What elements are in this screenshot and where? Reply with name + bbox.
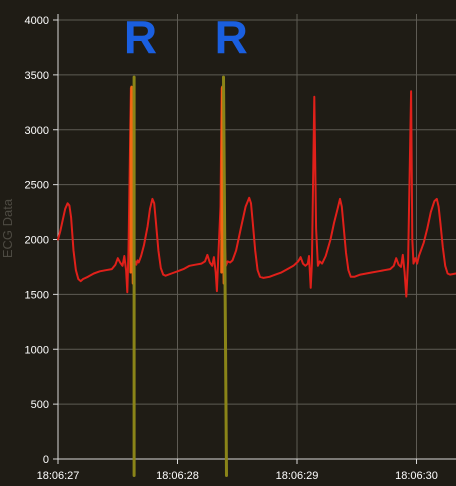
x-tick-label: 18:06:30 (395, 470, 438, 482)
x-tick-label: 18:06:29 (276, 470, 319, 482)
series-line-1 (129, 85, 135, 285)
r-annotation: R (124, 11, 157, 63)
x-tick-label: 18:06:28 (156, 470, 199, 482)
y-tick-labels: 0 500 1000 1500 2000 2500 3000 3500 4000 (25, 15, 49, 466)
y-tick-label: 1500 (25, 289, 49, 301)
x-tick-labels: 18:06:27 18:06:28 18:06:29 18:06:30 (37, 470, 438, 482)
y-tick-label: 500 (31, 399, 49, 411)
y-tick-label: 3000 (25, 125, 49, 137)
y-axis-label: ECG Data (0, 198, 15, 258)
series-group (57, 75, 456, 477)
y-tick-label: 4000 (25, 15, 49, 27)
y-tick-label: 2000 (25, 235, 49, 247)
x-tick-label: 18:06:27 (37, 470, 80, 482)
y-tick-label: 3500 (25, 70, 49, 82)
y-tick-label: 0 (43, 454, 49, 466)
r-annotation: R (215, 11, 248, 63)
y-tick-label: 2500 (25, 180, 49, 192)
grid-lines (58, 14, 456, 459)
series-line-4 (222, 75, 228, 477)
y-tick-label: 1000 (25, 344, 49, 356)
series-line-0 (57, 87, 456, 298)
